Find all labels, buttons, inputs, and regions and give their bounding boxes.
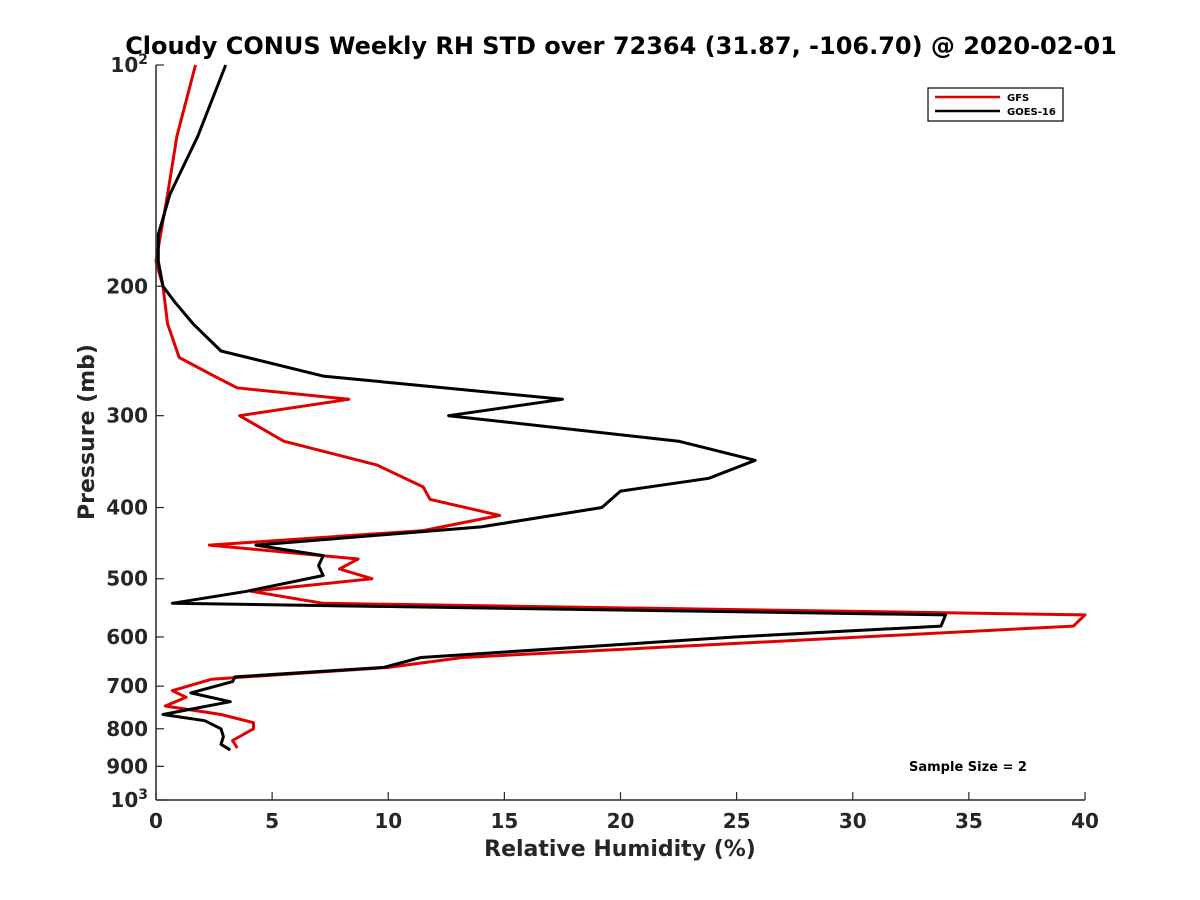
series-layer — [154, 64, 1087, 752]
legend-label-goes16: GOES-16 — [1007, 107, 1056, 118]
y-tick-label: 500 — [106, 567, 148, 591]
plot-area: 0 5 10 15 20 25 30 35 40 102 200 300 400 500 600 700 80… — [106, 52, 1099, 833]
y-tick-label: 600 — [106, 625, 148, 649]
legend-label-gfs: GFS — [1007, 93, 1029, 104]
legend: GFS GOES-16 — [927, 87, 1064, 122]
x-tick-label: 30 — [839, 809, 867, 833]
y-tick-label: 400 — [106, 496, 148, 520]
x-tick-label: 25 — [723, 809, 751, 833]
y-tick-label: 700 — [106, 674, 148, 698]
series-line-gfs — [154, 64, 1087, 749]
legend-box — [927, 87, 1064, 122]
x-tick-label: 35 — [955, 809, 983, 833]
y-tick-label: 200 — [106, 274, 148, 298]
x-ticks: 0 5 10 15 20 25 30 35 40 — [149, 792, 1099, 833]
y-tick-label: 102 — [110, 52, 148, 77]
x-tick-label: 20 — [607, 809, 635, 833]
series-line-goes16 — [156, 64, 948, 752]
x-tick-label: 40 — [1071, 809, 1099, 833]
x-tick-label: 15 — [490, 809, 518, 833]
y-ticks: 102 200 300 400 500 600 700 800 900 103 — [106, 52, 164, 812]
y-tick-label: 800 — [106, 717, 148, 741]
x-tick-label: 5 — [265, 809, 279, 833]
sample-size-annotation: Sample Size = 2 — [909, 760, 1027, 775]
y-tick-label: 103 — [110, 787, 148, 812]
x-axis-label: Relative Humidity (%) — [484, 837, 756, 862]
x-tick-label: 10 — [374, 809, 402, 833]
x-tick-label: 0 — [149, 809, 163, 833]
y-axis-label: Pressure (mb) — [75, 344, 100, 520]
chart-title: Cloudy CONUS Weekly RH STD over 72364 (3… — [125, 32, 1117, 60]
y-tick-label: 300 — [106, 404, 148, 428]
y-tick-label: 900 — [106, 754, 148, 778]
